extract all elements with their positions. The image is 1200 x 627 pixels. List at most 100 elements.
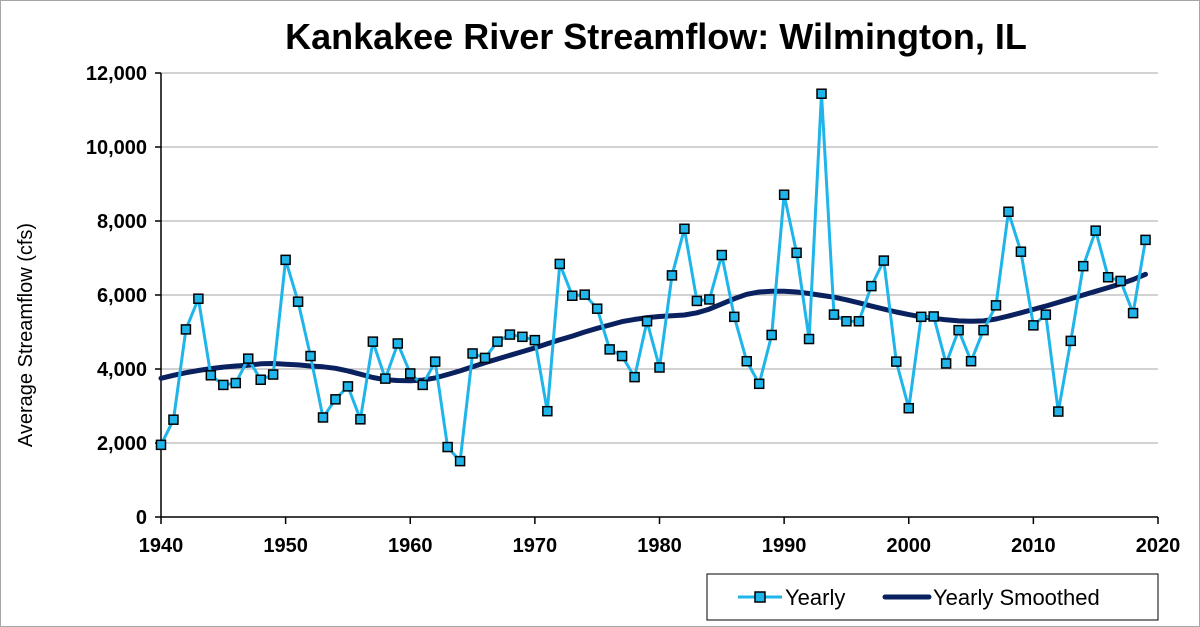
legend-label-yearly-smoothed: Yearly Smoothed <box>933 585 1100 610</box>
data-point-yearly <box>679 223 690 235</box>
data-point-yearly <box>915 311 927 323</box>
data-point-yearly <box>629 371 640 383</box>
data-point-yearly <box>292 296 304 307</box>
data-point-yearly <box>853 316 865 327</box>
data-point-yearly <box>828 309 840 320</box>
chart-title: Kankakee River Streamflow: Wilmington, I… <box>285 16 1027 57</box>
data-point-yearly <box>791 247 802 259</box>
data-point-yearly <box>280 254 291 266</box>
data-point-yearly <box>355 414 366 425</box>
data-point-yearly <box>965 355 977 367</box>
data-point-yearly <box>803 333 815 345</box>
data-point-yearly <box>716 249 728 261</box>
data-point-yearly <box>978 324 989 336</box>
data-point-yearly <box>778 189 790 200</box>
data-point-yearly <box>242 353 254 364</box>
data-point-yearly <box>1028 320 1039 331</box>
data-point-yearly <box>928 311 939 322</box>
y-tick-label: 10,000 <box>86 137 147 159</box>
data-point-yearly <box>866 280 877 292</box>
data-point-yearly <box>504 329 516 340</box>
data-point-yearly <box>616 350 628 362</box>
x-tick-label: 1970 <box>513 535 558 557</box>
series-line-yearly <box>159 92 1147 463</box>
data-point-yearly <box>454 455 466 467</box>
data-point-yearly <box>554 258 566 270</box>
x-tick-label: 1990 <box>762 535 807 557</box>
data-point-yearly <box>155 439 167 451</box>
x-tick-label: 1980 <box>637 535 682 557</box>
data-point-yearly <box>1127 307 1139 319</box>
data-point-yearly <box>641 316 653 327</box>
data-point-yearly <box>317 412 329 423</box>
x-tick-label: 1940 <box>139 535 184 557</box>
data-point-yearly <box>841 316 852 327</box>
data-point-yearly <box>342 381 354 392</box>
data-point-yearly <box>940 358 952 369</box>
data-point-yearly <box>704 294 715 305</box>
y-tick-label: 4,000 <box>97 359 147 381</box>
data-point-yearly <box>579 289 590 300</box>
data-point-yearly <box>1040 309 1052 320</box>
data-point-yearly <box>205 370 217 381</box>
data-point-yearly <box>367 336 379 347</box>
y-axis-tick-labels: 0 2,000 4,000 6,000 8,000 10,000 12,000 <box>86 63 147 529</box>
data-point-yearly <box>741 355 752 367</box>
data-point-yearly <box>953 324 964 336</box>
data-point-yearly <box>666 270 678 281</box>
data-point-yearly <box>753 378 765 390</box>
data-point-yearly <box>380 373 391 384</box>
data-point-yearly <box>267 369 279 380</box>
axes <box>155 72 1159 524</box>
data-point-yearly <box>567 290 578 301</box>
y-tick-label: 6,000 <box>97 285 147 307</box>
x-tick-label: 2020 <box>1136 535 1181 557</box>
data-point-yearly <box>903 402 914 414</box>
data-point-yearly <box>1090 225 1101 236</box>
legend-yearly-marker-swatch <box>754 591 766 603</box>
x-axis-tick-labels: 1940 1950 1960 1970 1980 1990 2000 2010 2020 <box>139 535 1181 557</box>
data-point-yearly <box>330 394 341 405</box>
data-series <box>155 88 1151 467</box>
data-point-yearly <box>591 303 603 314</box>
data-point-yearly <box>878 255 890 266</box>
data-point-yearly <box>1003 206 1014 217</box>
data-point-yearly <box>1077 260 1089 272</box>
data-point-yearly <box>1065 335 1077 347</box>
legend-box <box>706 573 1159 621</box>
data-point-yearly <box>180 324 192 335</box>
data-point-yearly <box>766 329 777 341</box>
data-point-yearly <box>729 311 740 323</box>
data-point-yearly <box>542 405 553 417</box>
data-point-yearly <box>392 338 404 349</box>
data-point-yearly <box>255 374 266 385</box>
data-point-yearly <box>193 293 204 304</box>
x-tick-label: 1960 <box>388 535 433 557</box>
data-point-yearly <box>492 336 503 347</box>
data-point-yearly <box>891 356 902 367</box>
y-tick-label: 8,000 <box>97 211 147 233</box>
gridlines <box>161 72 1158 444</box>
legend-label-yearly: Yearly <box>785 585 845 610</box>
data-point-yearly <box>442 441 453 453</box>
series-line-yearly-smoothed <box>158 271 1148 384</box>
data-point-yearly <box>517 331 528 343</box>
data-point-yearly <box>168 414 179 425</box>
data-point-yearly <box>305 350 316 362</box>
y-tick-label: 0 <box>136 507 147 529</box>
data-point-yearly <box>691 295 703 307</box>
data-point-yearly <box>429 356 441 367</box>
legend: Yearly Yearly Smoothed <box>706 573 1159 621</box>
y-tick-label: 12,000 <box>86 63 147 85</box>
data-point-yearly <box>1053 406 1064 417</box>
data-point-yearly <box>990 300 1002 311</box>
data-point-yearly <box>816 88 827 99</box>
data-point-yearly <box>405 368 416 379</box>
data-point-yearly <box>1140 234 1151 246</box>
data-point-yearly <box>604 344 615 355</box>
y-tick-label: 2,000 <box>97 433 147 455</box>
data-point-yearly <box>479 352 491 364</box>
x-tick-label: 2000 <box>887 535 932 557</box>
